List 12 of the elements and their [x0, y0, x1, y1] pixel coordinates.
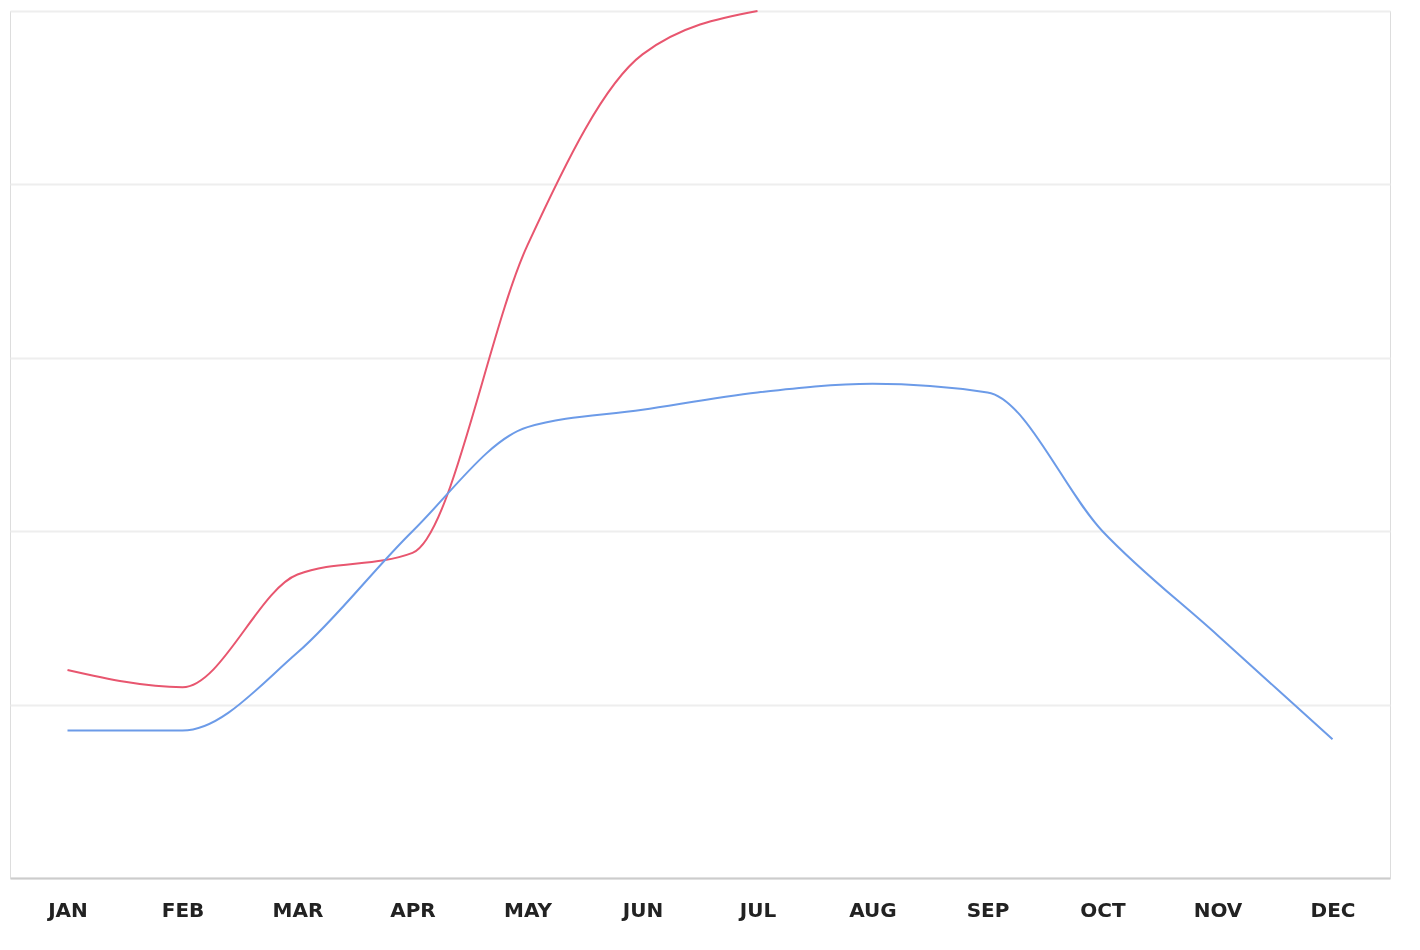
x-tick-label: APR — [390, 897, 436, 922]
x-tick-label: MAY — [504, 897, 553, 922]
x-tick-label: JAN — [46, 897, 88, 922]
x-tick-label: OCT — [1080, 897, 1127, 922]
x-tick-label: MAR — [272, 897, 324, 922]
x-tick-label: DEC — [1310, 897, 1356, 922]
x-tick-label: JUN — [620, 897, 664, 922]
x-tick-label: JUL — [737, 897, 777, 922]
x-tick-label: SEP — [966, 897, 1010, 922]
x-tick-label: AUG — [849, 897, 897, 922]
x-tick-label: FEB — [161, 897, 205, 922]
x-tick-label: NOV — [1193, 897, 1243, 922]
